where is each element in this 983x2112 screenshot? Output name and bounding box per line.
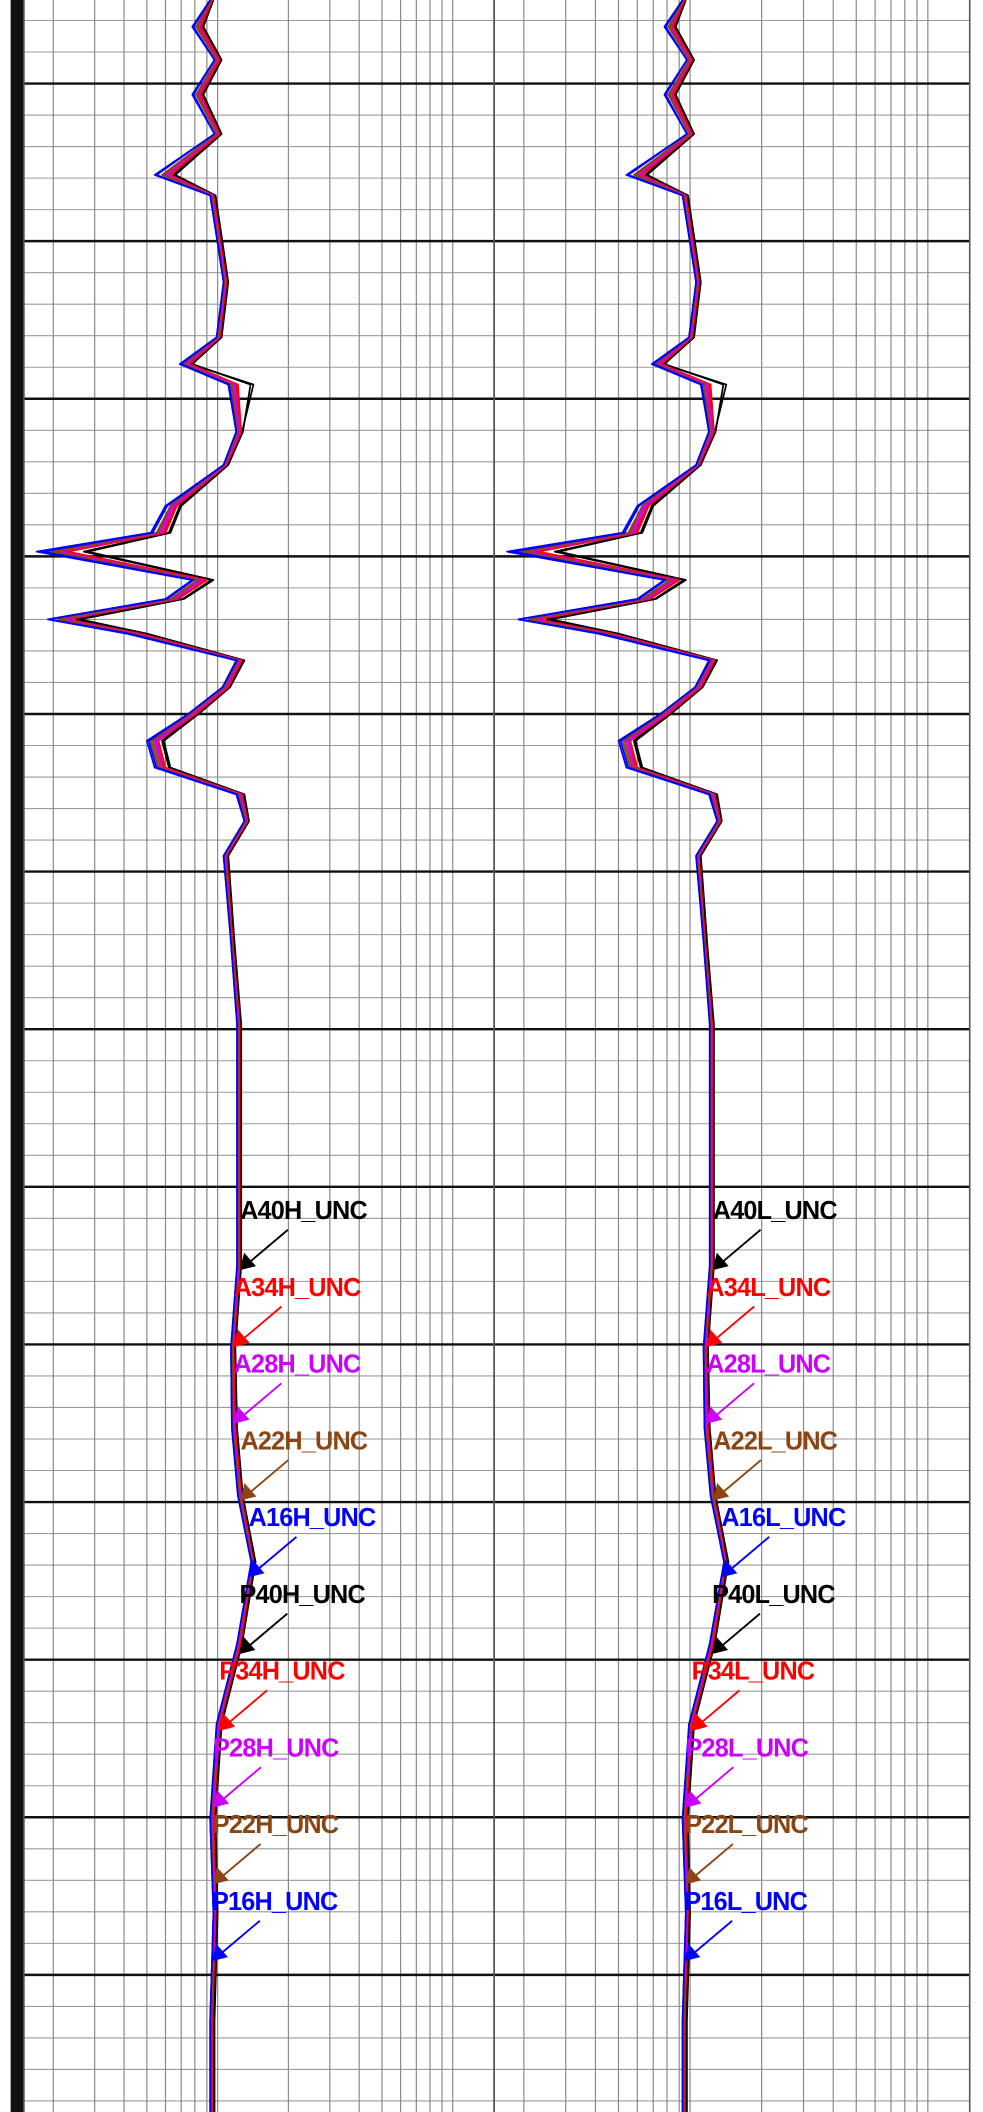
label-arrow <box>699 1689 741 1725</box>
label-arrow <box>691 1920 733 1956</box>
curve-label: A22H_UNC <box>240 1427 367 1455</box>
arrow-head <box>721 1559 738 1578</box>
label-arrow <box>247 1459 289 1495</box>
arrow-head <box>712 1636 729 1655</box>
curve-label: P34L_UNC <box>692 1658 815 1686</box>
curve-label: A22L_UNC <box>713 1427 837 1455</box>
curve-label: A16L_UNC <box>721 1504 845 1532</box>
arrow-head <box>248 1559 265 1578</box>
label-arrow <box>720 1229 762 1265</box>
arrow-head <box>712 1252 729 1271</box>
curve-label: A40L_UNC <box>713 1197 837 1225</box>
label-arrow <box>720 1459 762 1495</box>
arrow-head <box>706 1329 723 1347</box>
log-curve <box>522 0 726 2112</box>
curve-label: A34L_UNC <box>706 1274 830 1302</box>
arrow-head <box>240 1482 257 1501</box>
curve-label: P28L_UNC <box>686 1734 809 1762</box>
label-arrow <box>241 1305 283 1341</box>
arrow-head <box>684 1943 701 1962</box>
arrow-head <box>219 1713 236 1731</box>
label-arrow <box>719 1612 761 1649</box>
arrow-head <box>713 1482 730 1501</box>
label-arrow <box>713 1382 755 1418</box>
curve-label: P22L_UNC <box>685 1811 808 1839</box>
curve-label: P40H_UNC <box>239 1581 365 1609</box>
arrow-head <box>691 1713 708 1731</box>
arrow-head <box>706 1406 723 1424</box>
curve-label: P22H_UNC <box>213 1811 339 1839</box>
curve-label: P40L_UNC <box>712 1581 835 1609</box>
label-arrow <box>226 1689 268 1725</box>
arrow-head <box>233 1329 250 1347</box>
labels: A40H_UNC A34H_UNC A28H_UNC A22H_UNC A16H_UNC… <box>212 1197 847 1962</box>
side-strip <box>10 0 24 2112</box>
curve-label: P16L_UNC <box>684 1888 807 1916</box>
log-curve <box>52 0 253 2112</box>
label-arrow <box>728 1536 770 1572</box>
arrow-head <box>685 1866 702 1885</box>
arrow-head <box>212 1866 229 1885</box>
curve-label: A40H_UNC <box>240 1197 367 1225</box>
label-arrow <box>246 1612 288 1649</box>
arrow-head <box>212 1943 228 1962</box>
grid <box>23 0 971 2112</box>
log-curve <box>512 0 725 2112</box>
label-arrow <box>692 1766 734 1802</box>
curve-label: A28H_UNC <box>234 1350 361 1378</box>
label-arrow <box>240 1382 283 1418</box>
curve-label: P16H_UNC <box>212 1888 338 1916</box>
curve-label: P34H_UNC <box>219 1658 345 1686</box>
curve-label: A34H_UNC <box>234 1274 361 1302</box>
label-arrow <box>713 1305 755 1341</box>
arrow-head <box>239 1636 256 1655</box>
arrow-head <box>233 1406 250 1424</box>
curve-label: P28H_UNC <box>213 1734 339 1762</box>
arrow-head <box>240 1252 257 1271</box>
label-arrow <box>219 1920 261 1956</box>
label-arrow <box>255 1536 298 1572</box>
label-arrow <box>220 1766 262 1802</box>
arrow-head <box>213 1790 230 1808</box>
log-curve <box>41 0 253 2112</box>
label-arrow <box>692 1843 734 1879</box>
curve-label: A16H_UNC <box>249 1504 376 1532</box>
label-arrow <box>220 1843 262 1879</box>
curve-label: A28L_UNC <box>706 1350 830 1378</box>
arrow-head <box>685 1790 702 1808</box>
label-arrow <box>247 1229 289 1265</box>
